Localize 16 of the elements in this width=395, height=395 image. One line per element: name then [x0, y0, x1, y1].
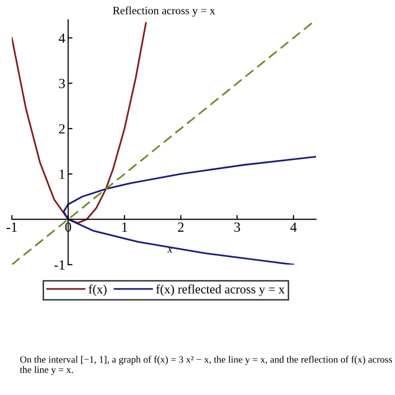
y-tick-label: -1: [54, 260, 65, 270]
line-series: [62, 156, 316, 265]
legend-label: f(x): [88, 284, 107, 296]
x-tick-label: 3: [234, 222, 240, 232]
x-tick-label: 2: [178, 222, 184, 232]
y-tick-label: 3: [59, 78, 65, 88]
y-tick-label: 1: [60, 170, 65, 179]
line-series: [12, 22, 147, 224]
x-tick-label: 1: [122, 222, 128, 232]
legend-label: f(x) reflected across y = x: [156, 284, 285, 296]
text: On the interval [−1, 1], a graph of f(x) = 3 x² − x, the line y = x, and the reflection of f(x) across the line y = x.: [20, 356, 392, 375]
y-tick-label: 2: [59, 124, 65, 134]
x-tick-label: -1: [6, 222, 17, 232]
x-tick-label: 4: [290, 222, 297, 232]
y-tick-label: 4: [58, 34, 66, 43]
chart-title: Reflection across y = x: [112, 6, 216, 17]
